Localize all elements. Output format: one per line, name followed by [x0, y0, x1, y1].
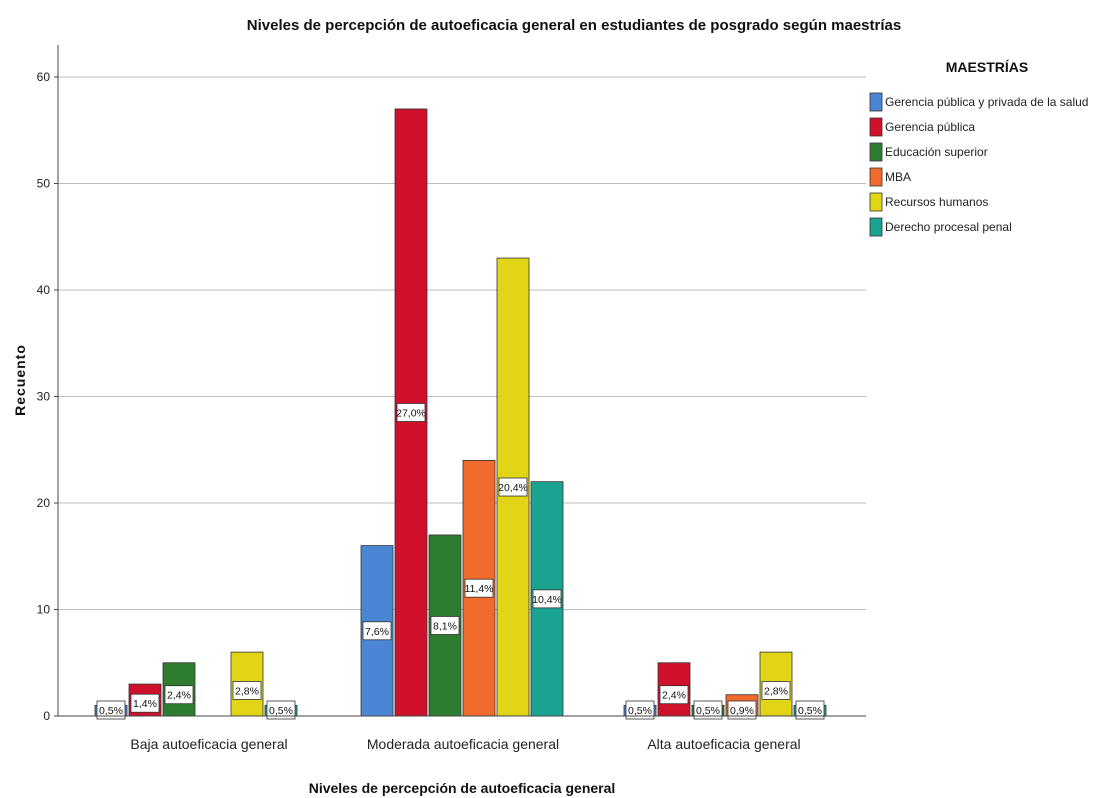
- data-label-box: [430, 616, 460, 635]
- data-label: 7,6%: [365, 626, 389, 638]
- legend-item-label: Gerencia pública: [885, 120, 975, 134]
- data-labels: 0,5% 7,6% 0,5% 1,4% 27,0% 2,4% 2,4% 8,1% 0,5% 11,…: [96, 403, 825, 720]
- data-label-box: [625, 700, 655, 720]
- legend-item-label: Derecho procesal penal: [885, 220, 1012, 234]
- x-category-label: Baja autoeficacia general: [130, 736, 287, 752]
- data-label-box: [96, 700, 126, 720]
- data-label-box: [795, 700, 825, 720]
- data-label-box: [130, 693, 160, 713]
- data-label-box: [164, 685, 194, 705]
- data-label-box: [659, 685, 689, 705]
- legend-item-label: MBA: [885, 170, 911, 184]
- data-label: 0,9%: [730, 705, 754, 717]
- data-label: 2,4%: [662, 690, 686, 702]
- bars: [94, 108, 827, 717]
- data-label-box: [498, 477, 528, 497]
- legend-item-label: Educación superior: [885, 145, 988, 159]
- data-label: 0,5%: [696, 705, 720, 717]
- data-label: 8,1%: [433, 620, 457, 632]
- data-label-box: [266, 700, 296, 720]
- x-category-label: Alta autoeficacia general: [647, 736, 800, 752]
- data-label-box: [693, 700, 723, 720]
- chart-title: Niveles de percepción de autoeficacia ge…: [247, 17, 901, 34]
- y-tick-label: 40: [37, 283, 51, 297]
- data-label: 0,5%: [628, 705, 652, 717]
- x-category-label: Moderada autoeficacia general: [367, 736, 559, 752]
- x-axis-label: Niveles de percepción de autoeficacia ge…: [309, 780, 616, 796]
- y-tick-label: 60: [37, 70, 51, 84]
- data-label: 0,5%: [99, 705, 123, 717]
- legend-swatch: [869, 167, 883, 187]
- legend-item-label: Gerencia pública y privada de la salud: [885, 95, 1088, 109]
- y-axis-label: Recuento: [12, 344, 28, 416]
- gridlines: [58, 76, 866, 610]
- data-label-box: [232, 681, 262, 700]
- data-label-box: [396, 403, 426, 422]
- legend: Gerencia pública y privada de la salud Ge…: [869, 92, 1088, 237]
- y-tick-label: 30: [37, 390, 51, 404]
- data-label: 2,4%: [167, 690, 191, 702]
- y-tick-label: 0: [43, 709, 50, 723]
- data-label-box: [532, 589, 562, 609]
- data-label: 20,4%: [498, 482, 528, 494]
- legend-swatch: [869, 92, 883, 112]
- data-label: 0,5%: [798, 705, 822, 717]
- legend-swatch: [869, 217, 883, 237]
- data-label-box: [464, 578, 494, 598]
- data-label: 1,4%: [133, 698, 157, 710]
- legend-swatch: [869, 117, 883, 137]
- legend-item-label: Recursos humanos: [885, 195, 988, 209]
- data-label-box: [362, 621, 392, 641]
- data-label: 27,0%: [396, 407, 426, 419]
- data-label: 2,8%: [235, 685, 259, 697]
- y-tick-label: 20: [37, 496, 51, 510]
- x-axis-categories: Baja autoeficacia general Moderada autoef…: [130, 736, 800, 752]
- data-label-box: [761, 681, 791, 700]
- data-label: 0,5%: [269, 705, 293, 717]
- data-label: 10,4%: [532, 594, 562, 606]
- data-label: 2,8%: [764, 685, 788, 697]
- legend-title: MAESTRÍAS: [946, 59, 1028, 75]
- y-tick-label: 10: [37, 603, 51, 617]
- data-label-box: [727, 700, 757, 720]
- y-tick-label: 50: [37, 177, 51, 191]
- legend-swatch: [869, 192, 883, 212]
- data-label: 11,4%: [465, 583, 494, 595]
- legend-swatch: [869, 142, 883, 162]
- y-axis-ticks: 0 10 20 30 40 50 60: [37, 70, 58, 723]
